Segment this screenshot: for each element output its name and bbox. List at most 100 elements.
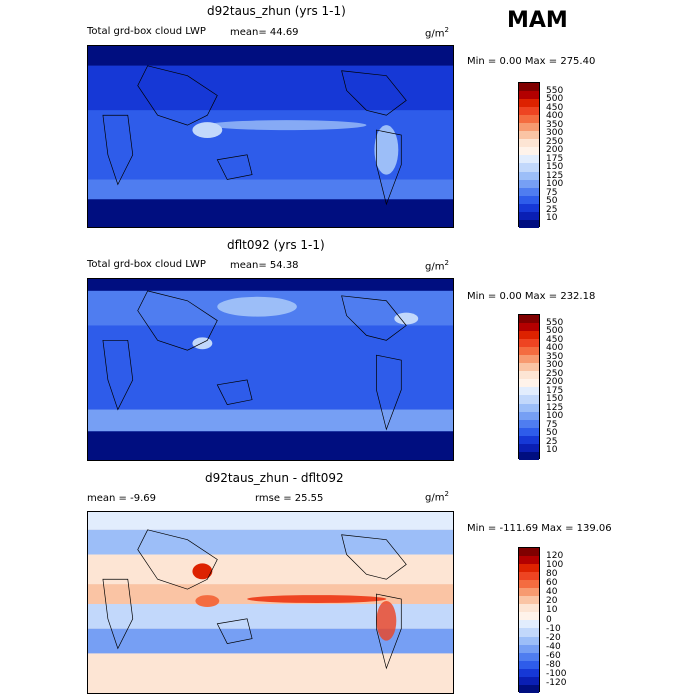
colorbar-swatch [519,123,539,132]
panel-1-map-field [88,46,453,227]
colorbar-swatch [519,612,539,621]
colorbar-tick-label: -80 [546,659,561,670]
colorbar-tick-label: 200 [546,145,564,156]
colorbar-swatch [519,211,539,220]
colorbar-swatch [519,179,539,188]
panel-1-map [87,45,454,228]
colorbar-swatch [519,620,539,629]
colorbar-swatch [519,187,539,196]
colorbar-tick-label: 400 [546,343,564,354]
colorbar-tick-label: 10 [546,213,558,224]
colorbar-swatch [519,147,539,156]
colorbar-swatch [519,580,539,589]
colorbar-tick-label: 350 [546,119,564,130]
colorbar-tick-label: 550 [546,85,564,96]
colorbar-swatch [519,572,539,581]
colorbar-tick-label: 100 [546,179,564,190]
colorbar-tick-label: -100 [546,668,567,679]
panel-2-minmax: Min = 0.00 Max = 232.18 [467,291,596,302]
colorbar-swatch [519,604,539,613]
colorbar-swatch [519,347,539,356]
colorbar-swatch [519,548,539,557]
panel-1-units: g/m2 [425,26,449,40]
colorbar-swatch [519,339,539,348]
colorbar-tick-label: 250 [546,368,564,379]
colorbar-tick-label: 120 [546,551,564,562]
colorbar-swatch [519,195,539,204]
panel-1-variable-label: Total grd-box cloud LWP [87,26,206,37]
panel-3-colorbar [518,547,540,693]
colorbar-tick-label: 450 [546,102,564,113]
colorbar-swatch [519,411,539,420]
panel-3-mean: mean = -9.69 [87,493,156,504]
colorbar-tick-label: 10 [546,445,558,456]
colorbar-tick-label: 50 [546,428,558,439]
colorbar-tick-label: -10 [546,623,561,634]
colorbar-swatch [519,451,539,460]
colorbar-tick-label: 60 [546,578,558,589]
panel-2-colorbar [518,314,540,460]
colorbar-swatch [519,107,539,116]
colorbar-tick-label: -20 [546,632,561,643]
colorbar-swatch [519,628,539,637]
colorbar-tick-label: 50 [546,196,558,207]
colorbar-swatch [519,636,539,645]
colorbar-tick-label: 125 [546,402,564,413]
panel-1-colorbar [518,82,540,228]
panel-2-units: g/m2 [425,259,449,273]
colorbar-swatch [519,83,539,92]
colorbar-swatch [519,588,539,597]
panel-2-mean: mean= 54.38 [230,260,299,271]
colorbar-tick-label: 125 [546,170,564,181]
colorbar-swatch [519,668,539,677]
colorbar-swatch [519,363,539,372]
colorbar-swatch [519,395,539,404]
colorbar-tick-label: -120 [546,677,567,688]
panel-3-units: g/m2 [425,490,449,504]
season-label: MAM [507,8,568,33]
panel-3-map-field [88,512,453,693]
panel-1-mean: mean= 44.69 [230,27,299,38]
colorbar-tick-label: 80 [546,569,558,580]
colorbar-swatch [519,171,539,180]
colorbar-swatch [519,564,539,573]
colorbar-tick-label: 150 [546,162,564,173]
colorbar-tick-label: 100 [546,411,564,422]
colorbar-swatch [519,163,539,172]
panel-2-map [87,278,454,461]
colorbar-tick-label: 40 [546,587,558,598]
colorbar-swatch [519,131,539,140]
colorbar-tick-label: -40 [546,641,561,652]
panel-2-map-field [88,279,453,460]
colorbar-swatch [519,403,539,412]
colorbar-swatch [519,644,539,653]
colorbar-tick-label: 25 [546,204,558,215]
colorbar-tick-label: 10 [546,605,558,616]
colorbar-tick-label: 100 [546,560,564,571]
colorbar-tick-label: 450 [546,334,564,345]
colorbar-swatch [519,660,539,669]
colorbar-tick-label: 500 [546,326,564,337]
panel-1-title: d92taus_zhun (yrs 1-1) [207,4,346,18]
colorbar-tick-label: 200 [546,377,564,388]
colorbar-tick-label: 300 [546,128,564,139]
colorbar-tick-label: 300 [546,360,564,371]
panel-3-rmse: rmse = 25.55 [255,493,324,504]
colorbar-tick-label: 25 [546,436,558,447]
colorbar-swatch [519,139,539,148]
colorbar-tick-label: 20 [546,596,558,607]
panel-3-minmax: Min = -111.69 Max = 139.06 [467,523,612,534]
panel-2-variable-label: Total grd-box cloud LWP [87,259,206,270]
colorbar-swatch [519,684,539,693]
colorbar-tick-label: 250 [546,136,564,147]
colorbar-tick-label: 500 [546,94,564,105]
colorbar-tick-label: 175 [546,153,564,164]
colorbar-swatch [519,91,539,100]
colorbar-swatch [519,596,539,605]
colorbar-tick-label: 150 [546,394,564,405]
colorbar-swatch [519,427,539,436]
colorbar-swatch [519,203,539,212]
panel-1-minmax: Min = 0.00 Max = 275.40 [467,56,596,67]
colorbar-tick-label: 400 [546,111,564,122]
colorbar-swatch [519,331,539,340]
